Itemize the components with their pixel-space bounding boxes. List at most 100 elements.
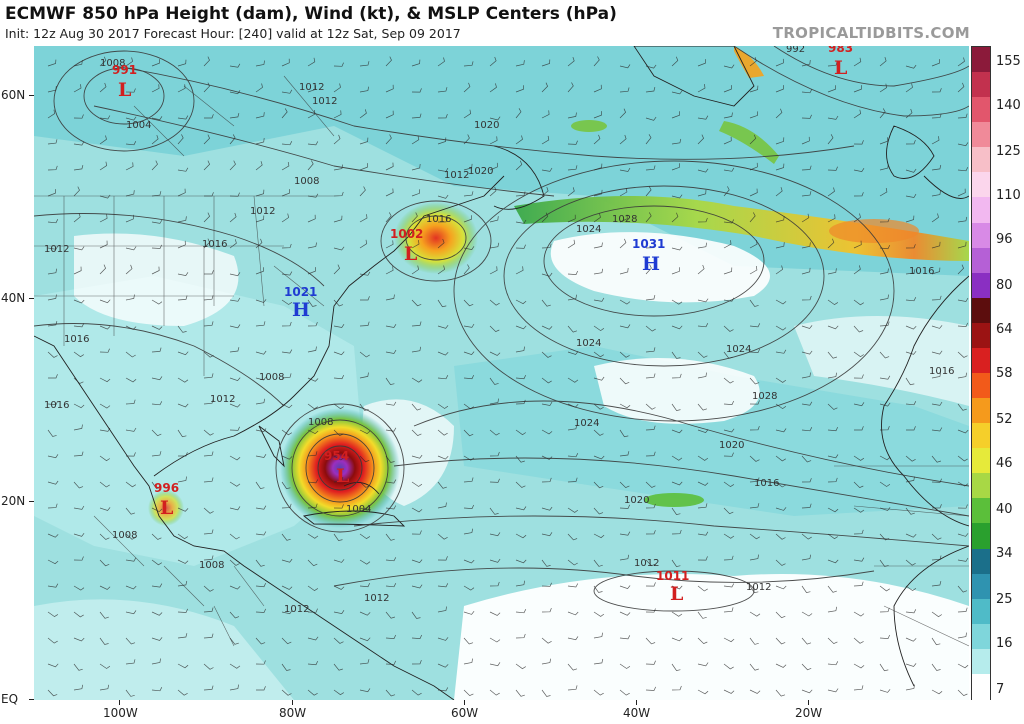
wind-barb — [411, 429, 422, 437]
wind-barb — [281, 321, 292, 327]
wind-barb — [307, 321, 318, 327]
wind-barb — [359, 637, 371, 642]
wind-barb — [619, 299, 631, 305]
wind-barb — [697, 372, 707, 379]
isobar-label: 1020 — [719, 440, 744, 451]
wind-barb — [385, 110, 394, 119]
wind-barb — [905, 139, 916, 145]
wind-barb — [619, 554, 630, 561]
isobar-label: 1012 — [299, 82, 324, 93]
wind-barb — [307, 585, 319, 592]
wind-barb — [177, 59, 187, 67]
wind-barb — [125, 481, 136, 488]
wind-barb — [333, 559, 345, 563]
wind-barb — [957, 481, 969, 487]
wind-barb — [99, 403, 111, 409]
wind-barb — [47, 86, 57, 93]
wind-barb — [47, 400, 59, 405]
wind-barb — [957, 322, 969, 327]
wind-barb — [125, 507, 136, 515]
wind-barb — [645, 165, 656, 171]
wind-barb — [229, 506, 241, 511]
wind-barb — [255, 559, 265, 567]
wind-barb — [385, 401, 397, 406]
wind-barb — [541, 532, 553, 537]
wind-barb — [307, 660, 319, 666]
wind-barb — [645, 186, 652, 197]
wind-barb — [697, 662, 709, 667]
wind-barb — [307, 267, 316, 275]
wind-barb — [73, 299, 85, 304]
colorbar-segment — [972, 673, 990, 700]
wind-barb — [47, 109, 56, 119]
wind-barb — [905, 533, 917, 538]
wind-barb — [775, 349, 787, 354]
wind-barb — [723, 452, 734, 457]
wind-barb — [723, 481, 735, 488]
wind-barb — [281, 533, 291, 541]
wind-barb — [775, 137, 785, 145]
wind-barb — [489, 558, 501, 563]
wind-barb — [47, 351, 58, 358]
wind-barb — [489, 451, 500, 457]
wind-barb — [125, 351, 136, 358]
lat-label-60n: 60N — [1, 88, 26, 102]
wind-barb — [775, 637, 786, 645]
wind-barb — [671, 529, 682, 535]
wind-barb — [671, 455, 683, 461]
wind-barb — [229, 113, 240, 119]
wind-barb — [333, 610, 345, 614]
center-letter: L — [336, 465, 349, 487]
wind-barb — [359, 688, 371, 693]
wind-barb — [489, 325, 500, 333]
wind-barb — [515, 399, 526, 405]
wind-barb — [853, 455, 865, 461]
wind-barb — [151, 376, 163, 381]
wind-barb — [411, 559, 423, 564]
wind-barb — [567, 403, 579, 408]
wind-barb — [697, 298, 709, 303]
colorbar-label: 25 — [996, 592, 1013, 607]
wind-barb — [541, 477, 552, 483]
wind-barb — [463, 455, 475, 461]
wind-barb — [905, 325, 917, 330]
wind-barb — [931, 611, 942, 618]
isobar-label: 1020 — [468, 166, 493, 177]
wind-barb — [515, 533, 527, 539]
wind-barb — [47, 189, 56, 197]
colorbar-segment — [972, 347, 990, 374]
wind-barb — [619, 238, 627, 249]
wind-barb — [255, 660, 266, 665]
wind-barb — [73, 637, 85, 642]
wind-barb — [515, 325, 527, 330]
wind-barb — [151, 59, 160, 67]
wind-barb — [385, 505, 397, 510]
wind-barb — [229, 403, 241, 408]
wind-barb — [593, 632, 603, 639]
wind-barb — [359, 271, 371, 276]
wind-barb — [567, 663, 578, 671]
wind-barb — [73, 323, 85, 328]
wind-barb — [229, 160, 236, 171]
wind-barb — [125, 57, 133, 67]
wind-barb — [307, 636, 319, 641]
wind-barb — [281, 503, 292, 509]
wind-barb — [879, 137, 888, 145]
wind-barb — [125, 294, 135, 301]
wind-barb — [515, 580, 526, 587]
wind-barb — [697, 403, 708, 411]
wind-barb — [619, 504, 631, 509]
wind-barb — [541, 325, 553, 330]
wind-barb — [437, 403, 449, 409]
wind-barb — [879, 108, 886, 119]
wind-barb — [723, 507, 734, 515]
wind-barb — [203, 663, 214, 670]
wind-barb — [307, 377, 319, 382]
wind-barb — [489, 611, 501, 616]
wind-barb — [879, 455, 891, 461]
colorbar-segment — [972, 172, 990, 199]
wind-barb — [229, 297, 241, 302]
colorbar-segment — [972, 448, 990, 474]
wind-barb — [697, 168, 709, 173]
wind-barb — [489, 478, 500, 483]
